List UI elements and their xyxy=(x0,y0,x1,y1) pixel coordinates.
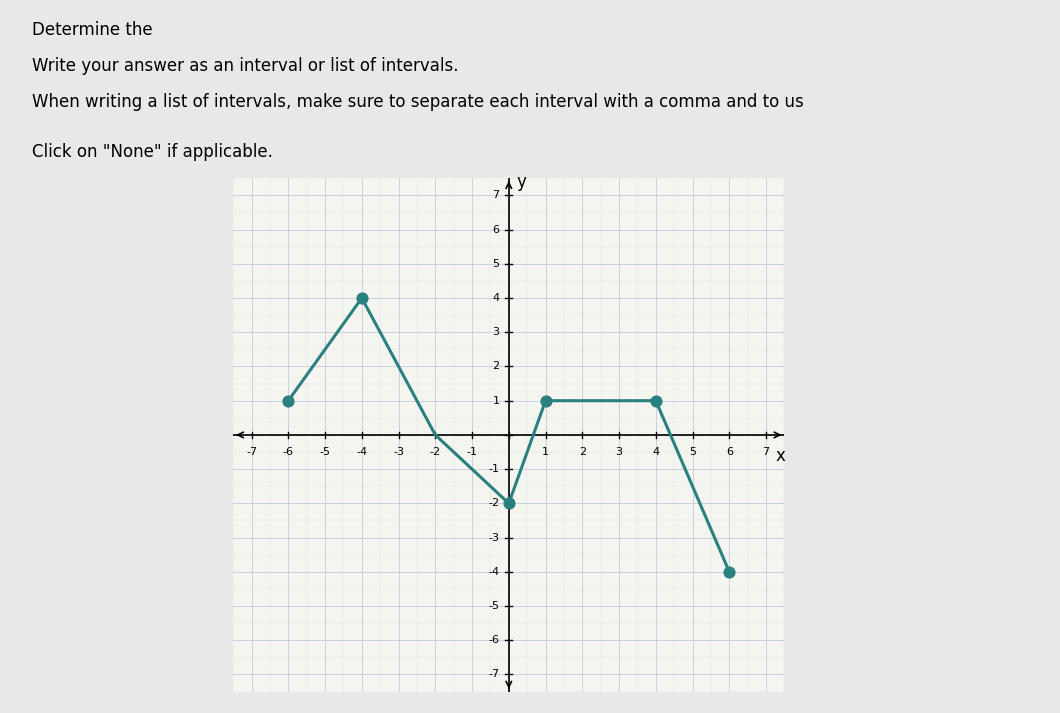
Point xyxy=(280,395,297,406)
Text: 2: 2 xyxy=(493,361,499,371)
Text: -6: -6 xyxy=(283,447,294,457)
Text: -7: -7 xyxy=(489,670,499,679)
Text: -7: -7 xyxy=(246,447,258,457)
Text: 7: 7 xyxy=(493,190,499,200)
Text: y: y xyxy=(516,173,526,190)
Point xyxy=(537,395,554,406)
Point xyxy=(500,498,517,509)
Text: 7: 7 xyxy=(762,447,770,457)
Point xyxy=(721,566,738,578)
Text: -2: -2 xyxy=(489,498,499,508)
Text: -4: -4 xyxy=(356,447,368,457)
Text: 2: 2 xyxy=(579,447,586,457)
Point xyxy=(648,395,665,406)
Text: -1: -1 xyxy=(489,464,499,474)
Text: 4: 4 xyxy=(493,293,499,303)
Text: 5: 5 xyxy=(689,447,696,457)
Text: -5: -5 xyxy=(319,447,331,457)
Text: -6: -6 xyxy=(489,635,499,645)
Text: Determine the: Determine the xyxy=(32,21,158,39)
Text: 3: 3 xyxy=(493,327,499,337)
Text: Write your answer as an interval or list of intervals.: Write your answer as an interval or list… xyxy=(32,57,458,75)
Text: -3: -3 xyxy=(489,533,499,543)
Text: x: x xyxy=(776,447,785,465)
Text: 4: 4 xyxy=(652,447,659,457)
Text: Click on "None" if applicable.: Click on "None" if applicable. xyxy=(32,143,272,160)
Text: -3: -3 xyxy=(393,447,404,457)
Text: -1: -1 xyxy=(466,447,478,457)
Text: -2: -2 xyxy=(429,447,441,457)
Text: 1: 1 xyxy=(493,396,499,406)
Text: -4: -4 xyxy=(489,567,499,577)
Text: -5: -5 xyxy=(489,601,499,611)
Point xyxy=(353,292,370,304)
Text: 6: 6 xyxy=(726,447,732,457)
Text: 3: 3 xyxy=(616,447,622,457)
Text: 6: 6 xyxy=(493,225,499,235)
Text: 1: 1 xyxy=(542,447,549,457)
Text: 5: 5 xyxy=(493,259,499,269)
Text: When writing a list of intervals, make sure to separate each interval with a com: When writing a list of intervals, make s… xyxy=(32,93,803,111)
